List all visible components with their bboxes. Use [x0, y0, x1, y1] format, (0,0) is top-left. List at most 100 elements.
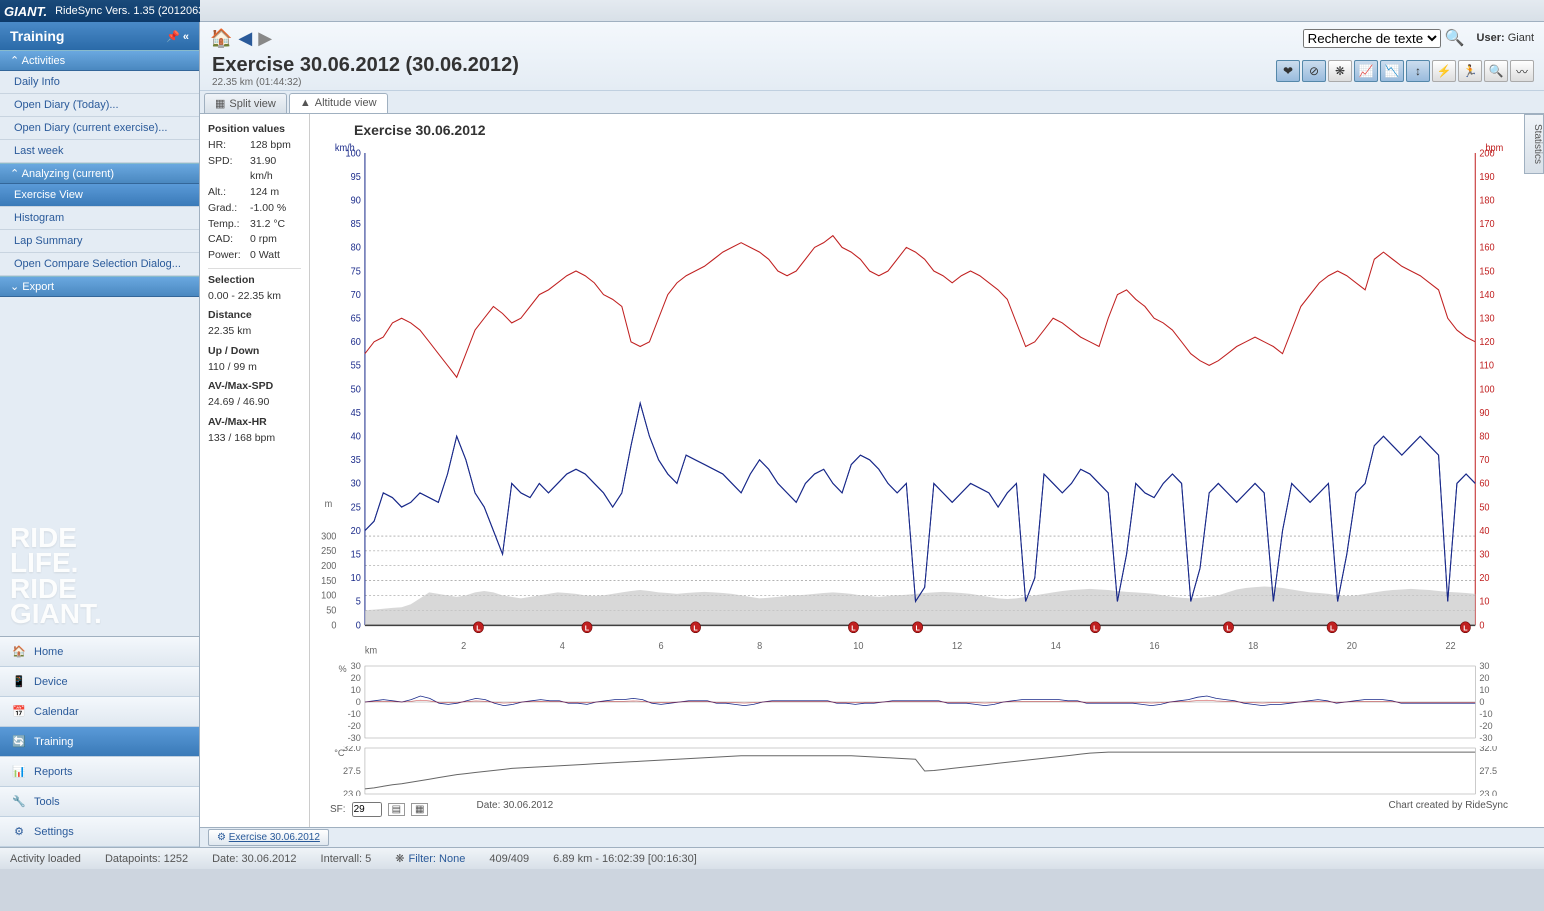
nav-training[interactable]: 🔄Training	[0, 727, 199, 757]
sidebar-item[interactable]: Open Diary (Today)...	[0, 94, 199, 117]
search-icon[interactable]: 🔍	[1445, 28, 1465, 48]
nav-reports[interactable]: 📊Reports	[0, 757, 199, 787]
user-name: Giant	[1508, 32, 1534, 44]
svg-text:60: 60	[351, 337, 361, 348]
toolbar-icon-0[interactable]: ❤	[1276, 60, 1300, 82]
gradient-chart[interactable]: %-30-30-20-20-10-1000101020203030	[314, 662, 1516, 742]
svg-text:0: 0	[331, 620, 336, 631]
reports-icon: 📊	[12, 765, 26, 778]
nav-device[interactable]: 📱Device	[0, 667, 199, 697]
statistics-tab[interactable]: Statistics	[1524, 114, 1544, 174]
doc-tab[interactable]: ⚙ Exercise 30.06.2012	[208, 829, 329, 846]
svg-text:45: 45	[351, 408, 361, 419]
svg-text:0: 0	[356, 620, 361, 631]
status-filter: Filter: None	[408, 853, 465, 865]
doc-tab-label: Exercise 30.06.2012	[229, 832, 320, 843]
sidebar-nav: 🏠Home📱Device📅Calendar🔄Training📊Reports🔧T…	[0, 636, 199, 847]
toolbar-icon-5[interactable]: ↕	[1406, 60, 1430, 82]
sidebar-section[interactable]: ⌃ Activities	[0, 50, 199, 71]
doc-tab-icon: ⚙	[217, 832, 226, 843]
sf-input[interactable]	[352, 802, 382, 817]
calendar-icon: 📅	[12, 705, 26, 718]
position-row: SPD:31.90 km/h	[208, 154, 301, 186]
temperature-chart[interactable]: °C23.023.027.527.532.032.0	[314, 746, 1516, 796]
nav-tools[interactable]: 🔧Tools	[0, 787, 199, 817]
view-tab-altitude-view[interactable]: ▲Altitude view	[289, 93, 388, 113]
sidebar-section[interactable]: ⌄ Export	[0, 276, 199, 297]
nav-home[interactable]: 🏠Home	[0, 637, 199, 667]
nav-settings[interactable]: ⚙Settings	[0, 817, 199, 847]
toolbar-icon-3[interactable]: 📈	[1354, 60, 1378, 82]
sf-btn2[interactable]: ▦	[411, 803, 428, 816]
svg-text:10: 10	[1479, 685, 1489, 695]
toolbar-icon-2[interactable]: ❋	[1328, 60, 1352, 82]
home-icon[interactable]: 🏠	[210, 28, 232, 49]
sf-btn1[interactable]: ▤	[388, 803, 405, 816]
toolbar-icon-4[interactable]: 📉	[1380, 60, 1404, 82]
sidebar-section[interactable]: ⌃ Analyzing (current)	[0, 163, 199, 184]
forward-icon[interactable]: ▶	[258, 28, 272, 49]
position-row: CAD:0 rpm	[208, 232, 301, 248]
svg-text:L: L	[851, 623, 856, 632]
svg-text:27.5: 27.5	[343, 766, 361, 776]
view-tab-split-view[interactable]: ▦Split view	[204, 93, 287, 113]
content-area: 🏠 ◀ ▶ Recherche de texte 🔍 User: Giant E…	[200, 22, 1544, 847]
svg-text:%: %	[338, 664, 346, 674]
svg-text:15: 15	[351, 549, 361, 560]
svg-text:23.0: 23.0	[343, 789, 361, 796]
main-chart[interactable]: km/h051015202530354045505560657075808590…	[314, 142, 1516, 658]
sidebar-item[interactable]: Lap Summary	[0, 230, 199, 253]
svg-text:30: 30	[351, 478, 361, 489]
content-header: 🏠 ◀ ▶ Recherche de texte 🔍 User: Giant E…	[200, 22, 1544, 91]
svg-text:60: 60	[1479, 478, 1489, 489]
svg-text:110: 110	[1479, 360, 1494, 371]
chart-date: Date: 30.06.2012	[476, 800, 553, 819]
sidebar-item[interactable]: Exercise View	[0, 184, 199, 207]
svg-text:300: 300	[321, 531, 336, 542]
sidebar-item[interactable]: Histogram	[0, 207, 199, 230]
sidebar-item[interactable]: Open Compare Selection Dialog...	[0, 253, 199, 276]
toolbar-icon-1[interactable]: ⊘	[1302, 60, 1326, 82]
sidebar-item[interactable]: Open Diary (current exercise)...	[0, 117, 199, 140]
svg-text:120: 120	[1479, 337, 1494, 348]
status-interval: Intervall: 5	[321, 853, 372, 865]
svg-text:140: 140	[1479, 290, 1494, 301]
svg-text:-30: -30	[1479, 733, 1492, 742]
svg-text:130: 130	[1479, 313, 1494, 324]
search-select[interactable]: Recherche de texte	[1303, 29, 1441, 48]
training-icon: 🔄	[12, 735, 26, 748]
svg-text:0: 0	[356, 697, 361, 707]
svg-text:190: 190	[1479, 172, 1494, 183]
position-row: Power:0 Watt	[208, 248, 301, 264]
svg-text:32.0: 32.0	[343, 746, 361, 753]
svg-text:20: 20	[1347, 641, 1357, 652]
toolbar-icon-8[interactable]: 🔍	[1484, 60, 1508, 82]
svg-text:4: 4	[560, 641, 566, 652]
svg-text:L: L	[1093, 623, 1098, 632]
sidebar: Training 📌 « ⌃ ActivitiesDaily InfoOpen …	[0, 22, 200, 847]
pin-icon[interactable]: 📌 «	[166, 30, 189, 43]
svg-text:150: 150	[1479, 266, 1494, 277]
svg-text:70: 70	[1479, 455, 1489, 466]
nav-calendar[interactable]: 📅Calendar	[0, 697, 199, 727]
toolbar-icon-6[interactable]: ⚡	[1432, 60, 1456, 82]
chart-title: Exercise 30.06.2012	[354, 122, 1516, 138]
device-icon: 📱	[12, 675, 26, 688]
svg-text:95: 95	[351, 172, 361, 183]
svg-text:m: m	[325, 499, 333, 510]
svg-text:18: 18	[1248, 641, 1258, 652]
back-icon[interactable]: ◀	[238, 28, 252, 49]
position-row: HR:128 bpm	[208, 138, 301, 154]
svg-text:35: 35	[351, 455, 361, 466]
svg-text:27.5: 27.5	[1479, 766, 1497, 776]
sidebar-item[interactable]: Last week	[0, 140, 199, 163]
sidebar-item[interactable]: Daily Info	[0, 71, 199, 94]
svg-text:-30: -30	[348, 733, 361, 742]
svg-text:0: 0	[1479, 620, 1484, 631]
svg-text:85: 85	[351, 219, 361, 230]
status-bar: Activity loaded Datapoints: 1252 Date: 3…	[0, 847, 1544, 869]
user-label: User:	[1477, 32, 1505, 44]
toolbar-icon-7[interactable]: 🏃	[1458, 60, 1482, 82]
toolbar-icon-9[interactable]: 〰	[1510, 60, 1534, 82]
svg-text:km: km	[365, 645, 377, 656]
